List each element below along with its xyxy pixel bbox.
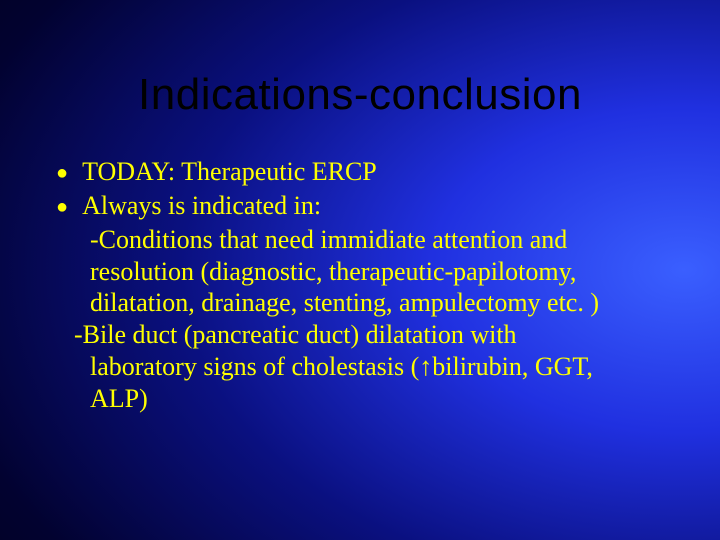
- body-text-fragment: bilirubin, GGT,: [432, 352, 593, 381]
- body-line: -Bile duct (pancreatic duct) dilatation …: [56, 319, 674, 351]
- body-line: laboratory signs of cholestasis (↑biliru…: [56, 351, 674, 383]
- slide-title: Indications-conclusion: [0, 0, 720, 156]
- bullet-text: Always is indicated in:: [82, 190, 674, 222]
- body-line: dilatation, drainage, stenting, ampulect…: [56, 287, 674, 319]
- up-arrow-icon: ↑: [419, 351, 432, 381]
- slide: Indications-conclusion ● TODAY: Therapeu…: [0, 0, 720, 540]
- slide-body: ● TODAY: Therapeutic ERCP ● Always is in…: [0, 156, 720, 414]
- body-line: resolution (diagnostic, therapeutic-papi…: [56, 256, 674, 288]
- bullet-text: TODAY: Therapeutic ERCP: [82, 156, 674, 188]
- body-line: -Conditions that need immidiate attentio…: [56, 224, 674, 256]
- body-line: ALP): [56, 383, 674, 415]
- body-text-fragment: laboratory signs of cholestasis (: [90, 352, 419, 381]
- bullet-icon: ●: [56, 192, 68, 222]
- bullet-icon: ●: [56, 158, 68, 188]
- bullet-item: ● Always is indicated in:: [56, 190, 674, 222]
- bullet-item: ● TODAY: Therapeutic ERCP: [56, 156, 674, 188]
